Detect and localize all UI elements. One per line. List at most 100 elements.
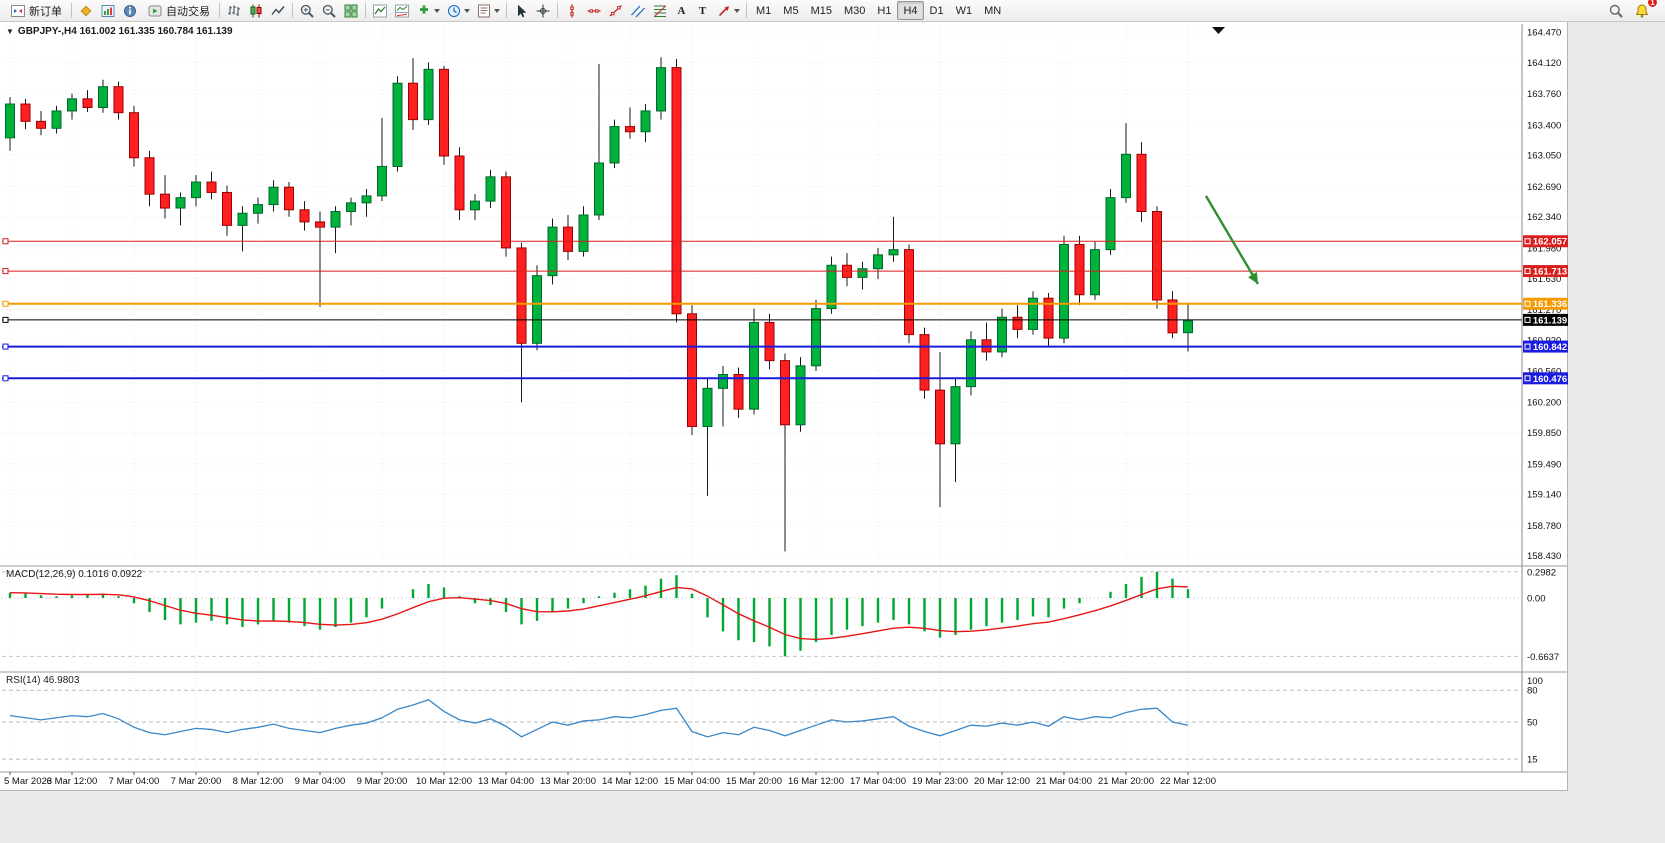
timeframe-toolbar: M1 M5 M15 M30 H1 H4 D1 W1 MN <box>750 1 1007 20</box>
vertical-line-icon <box>564 3 580 19</box>
indicators-icon <box>372 3 388 19</box>
svg-text:161.139: 161.139 <box>1533 315 1567 326</box>
fibonacci-tool-button[interactable] <box>649 1 671 20</box>
horizontal-line-icon <box>586 3 602 19</box>
indicators-button[interactable] <box>369 1 391 20</box>
channel-tool-button[interactable] <box>627 1 649 20</box>
svg-text:6 Mar 12:00: 6 Mar 12:00 <box>47 776 98 787</box>
timeframe-m30-button[interactable]: M30 <box>843 4 866 17</box>
zoom-out-button[interactable] <box>318 1 340 20</box>
macd-indicator-label: MACD(12,26,9) 0.1016 0.0922 <box>6 569 143 580</box>
svg-text:100: 100 <box>1527 676 1543 687</box>
crosshair-icon <box>535 3 551 19</box>
rsi-indicator-label: RSI(14) 46.9803 <box>6 675 80 686</box>
notification-badge: 1 <box>1647 0 1658 8</box>
timeframe-h1-button[interactable]: H1 <box>877 4 892 17</box>
timeframe-h4-button[interactable]: H4 <box>897 1 924 20</box>
timeframe-mn-button[interactable]: MN <box>984 4 1002 17</box>
algo-trading-button[interactable]: 自动交易 <box>141 1 216 20</box>
svg-text:8 Mar 12:00: 8 Mar 12:00 <box>233 776 284 787</box>
timeframe-m5-button[interactable]: M5 <box>783 4 799 17</box>
svg-text:7 Mar 04:00: 7 Mar 04:00 <box>109 776 160 787</box>
svg-text:161.270: 161.270 <box>1527 305 1561 316</box>
zoom-out-icon <box>321 3 337 19</box>
community-button[interactable] <box>119 1 141 20</box>
horizontal-line-tool-button[interactable] <box>583 1 605 20</box>
crosshair-tool-button[interactable] <box>532 1 554 20</box>
svg-text:163.760: 163.760 <box>1527 89 1561 100</box>
svg-text:9 Mar 04:00: 9 Mar 04:00 <box>295 776 346 787</box>
svg-text:161.630: 161.630 <box>1527 274 1561 285</box>
dropdown-caret-icon <box>434 8 440 13</box>
svg-text:13 Mar 20:00: 13 Mar 20:00 <box>540 776 596 787</box>
toolbar-right-group: 1 <box>1605 0 1661 20</box>
svg-text:13 Mar 04:00: 13 Mar 04:00 <box>478 776 534 787</box>
candlestick-chart-button[interactable] <box>245 1 267 20</box>
arrows-tool-button[interactable] <box>713 1 743 20</box>
dropdown-caret-icon <box>494 8 500 13</box>
toolbar-separator <box>71 3 72 18</box>
svg-text:161.713: 161.713 <box>1533 267 1567 278</box>
market-button[interactable] <box>97 1 119 20</box>
svg-text:0.00: 0.00 <box>1527 594 1546 605</box>
template-icon <box>476 3 492 19</box>
new-order-button[interactable]: 新订单 <box>4 1 68 20</box>
toolbar-separator <box>506 3 507 18</box>
svg-text:16 Mar 12:00: 16 Mar 12:00 <box>788 776 844 787</box>
trendline-tool-button[interactable] <box>605 1 627 20</box>
timeframe-m1-button[interactable]: M1 <box>756 4 772 17</box>
cursor-tool-button[interactable] <box>510 1 532 20</box>
text-tool-glyph: A <box>677 4 686 17</box>
svg-text:5 Mar 2023: 5 Mar 2023 <box>4 776 52 787</box>
info-circle-icon <box>122 3 138 19</box>
collapse-triangle-icon[interactable]: ▼ <box>6 27 14 36</box>
candlestick-icon <box>248 3 264 19</box>
svg-text:164.120: 164.120 <box>1527 58 1561 69</box>
label-tool-glyph: T <box>698 4 707 17</box>
toolbar-separator <box>365 3 366 18</box>
svg-text:7 Mar 20:00: 7 Mar 20:00 <box>171 776 222 787</box>
line-chart-button[interactable] <box>267 1 289 20</box>
svg-text:10 Mar 12:00: 10 Mar 12:00 <box>416 776 472 787</box>
timeframe-m15-button[interactable]: M15 <box>810 4 832 17</box>
svg-text:21 Mar 04:00: 21 Mar 04:00 <box>1036 776 1092 787</box>
clock-icon <box>446 3 462 19</box>
bar-chart-button[interactable] <box>223 1 245 20</box>
timeframe-d1-button[interactable]: D1 <box>929 4 944 17</box>
tile-windows-button[interactable] <box>340 1 362 20</box>
period-button[interactable] <box>443 1 473 20</box>
notifications-button[interactable]: 1 <box>1631 0 1658 20</box>
add-indicator-icon <box>416 3 432 19</box>
indicator-subwindow-icon <box>394 3 410 19</box>
market-chart-icon <box>100 3 116 19</box>
svg-text:159.490: 159.490 <box>1527 459 1561 470</box>
svg-text:161.980: 161.980 <box>1527 243 1561 254</box>
add-indicator-button[interactable] <box>413 1 443 20</box>
svg-text:162.690: 162.690 <box>1527 182 1561 193</box>
svg-text:160.560: 160.560 <box>1527 367 1561 378</box>
indicator-window-button[interactable] <box>391 1 413 20</box>
timeframe-w1-button[interactable]: W1 <box>955 4 973 17</box>
mql5-button[interactable] <box>75 1 97 20</box>
fibonacci-icon <box>652 3 668 19</box>
vertical-line-tool-button[interactable] <box>561 1 583 20</box>
svg-text:158.780: 158.780 <box>1527 521 1561 532</box>
algo-trading-label: 自动交易 <box>166 5 210 18</box>
zoom-in-button[interactable] <box>296 1 318 20</box>
template-button[interactable] <box>473 1 503 20</box>
channel-icon <box>630 3 646 19</box>
svg-text:15 Mar 20:00: 15 Mar 20:00 <box>726 776 782 787</box>
svg-text:164.470: 164.470 <box>1527 28 1561 39</box>
dropdown-caret-icon <box>734 8 740 13</box>
search-button[interactable] <box>1605 1 1627 20</box>
tile-windows-icon <box>343 3 359 19</box>
trendline-icon <box>608 3 624 19</box>
label-tool-button[interactable]: T <box>692 1 713 20</box>
svg-text:158.430: 158.430 <box>1527 551 1561 562</box>
toolbar-separator <box>746 3 747 18</box>
toolbar-separator <box>292 3 293 18</box>
text-tool-button[interactable]: A <box>671 1 692 20</box>
svg-text:19 Mar 23:00: 19 Mar 23:00 <box>912 776 968 787</box>
